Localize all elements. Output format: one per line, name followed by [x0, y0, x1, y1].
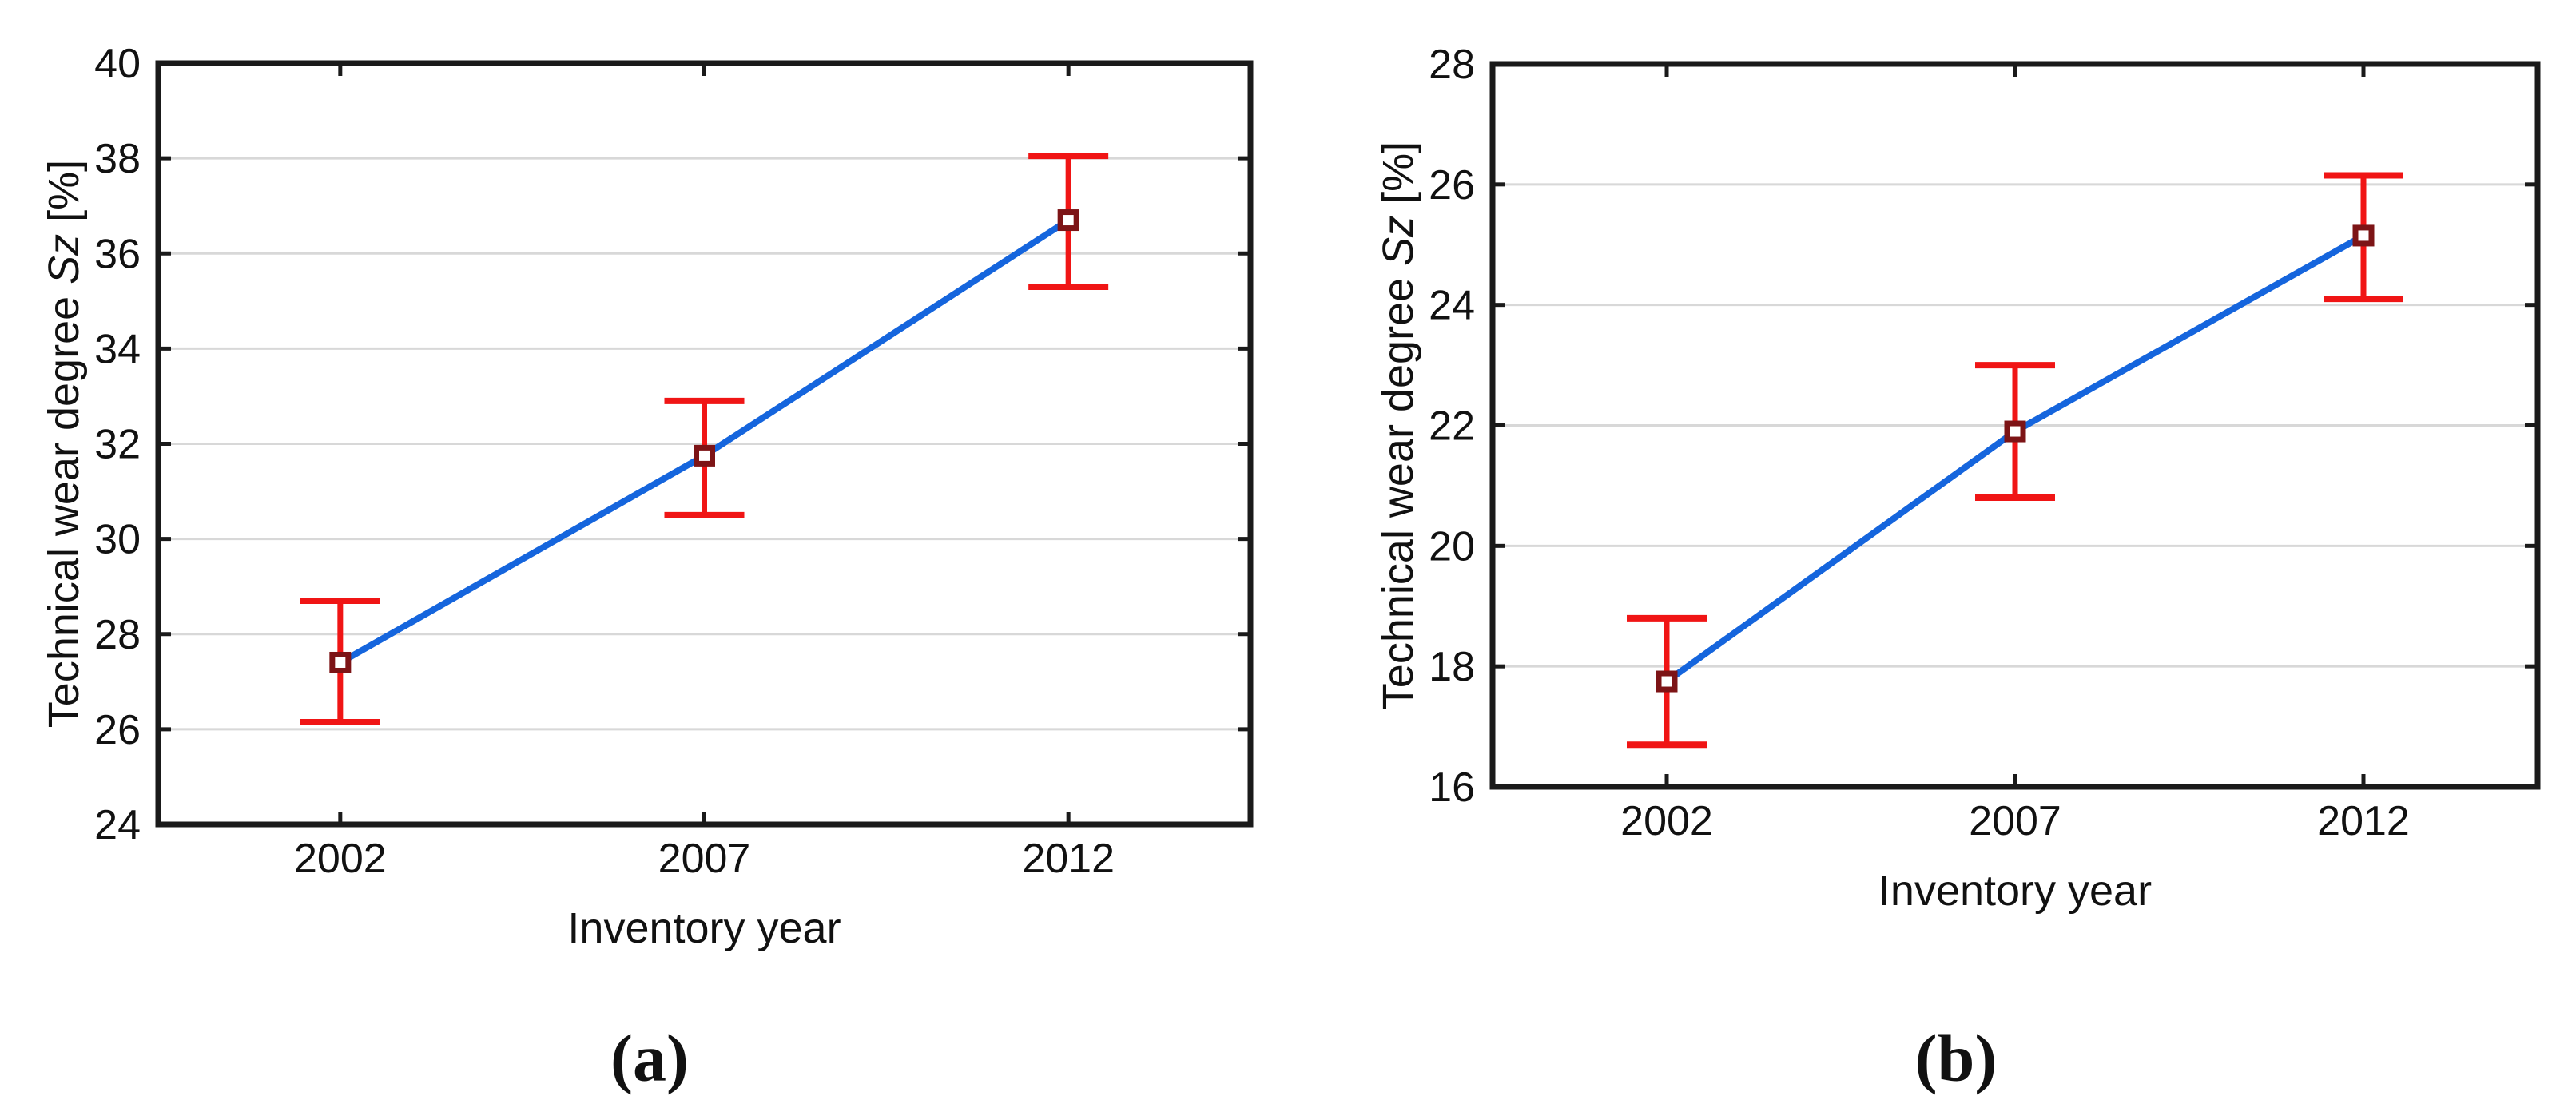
x-axis-label: Inventory year [1878, 867, 2152, 915]
x-tick-label: 2012 [2317, 798, 2410, 844]
panel-caption-b: (b) [1914, 1021, 1998, 1096]
x-tick-label: 2002 [294, 836, 387, 882]
y-tick-label: 18 [1429, 644, 1475, 690]
data-point-marker [329, 651, 352, 673]
y-tick-label: 24 [94, 802, 141, 848]
data-point-marker [2352, 224, 2375, 247]
y-tick-label: 22 [1429, 403, 1475, 450]
x-tick-label: 2007 [1969, 798, 2061, 844]
data-point-marker [1656, 670, 1678, 693]
y-tick-label: 38 [94, 136, 141, 182]
x-axis-label: Inventory year [567, 904, 841, 952]
x-tick-label: 2012 [1022, 836, 1115, 882]
y-tick-label: 40 [94, 41, 141, 87]
y-tick-label: 32 [94, 422, 141, 468]
chart-a: 24 26 28 30 32 34 36 38 40 2002 2007 2012 Inventory … [40, 41, 1254, 952]
y-axis-label: Technical wear degree Sz [%] [1374, 141, 1422, 709]
y-tick-label: 28 [94, 612, 141, 658]
data-point-marker [694, 444, 715, 467]
y-tick-label: 20 [1429, 523, 1475, 570]
y-tick-label: 36 [94, 231, 141, 277]
y-axis-label: Technical wear degree Sz [%] [40, 160, 88, 728]
data-point-marker [2004, 420, 2026, 443]
y-tick-label: 28 [1429, 42, 1475, 88]
y-tick-label: 24 [1429, 283, 1475, 329]
y-tick-label: 30 [94, 517, 141, 563]
x-tick-label: 2007 [658, 836, 751, 882]
y-tick-label: 16 [1429, 764, 1475, 811]
y-tick-label: 34 [94, 326, 141, 372]
panel-caption-a: (a) [610, 1021, 689, 1096]
y-tick-label: 26 [1429, 162, 1475, 208]
chart-b: 16 18 20 22 24 26 28 2002 2007 2012 Inventory year… [1374, 42, 2541, 915]
y-tick-label: 26 [94, 707, 141, 753]
data-point-marker [1057, 209, 1079, 232]
x-tick-label: 2002 [1620, 798, 1713, 844]
